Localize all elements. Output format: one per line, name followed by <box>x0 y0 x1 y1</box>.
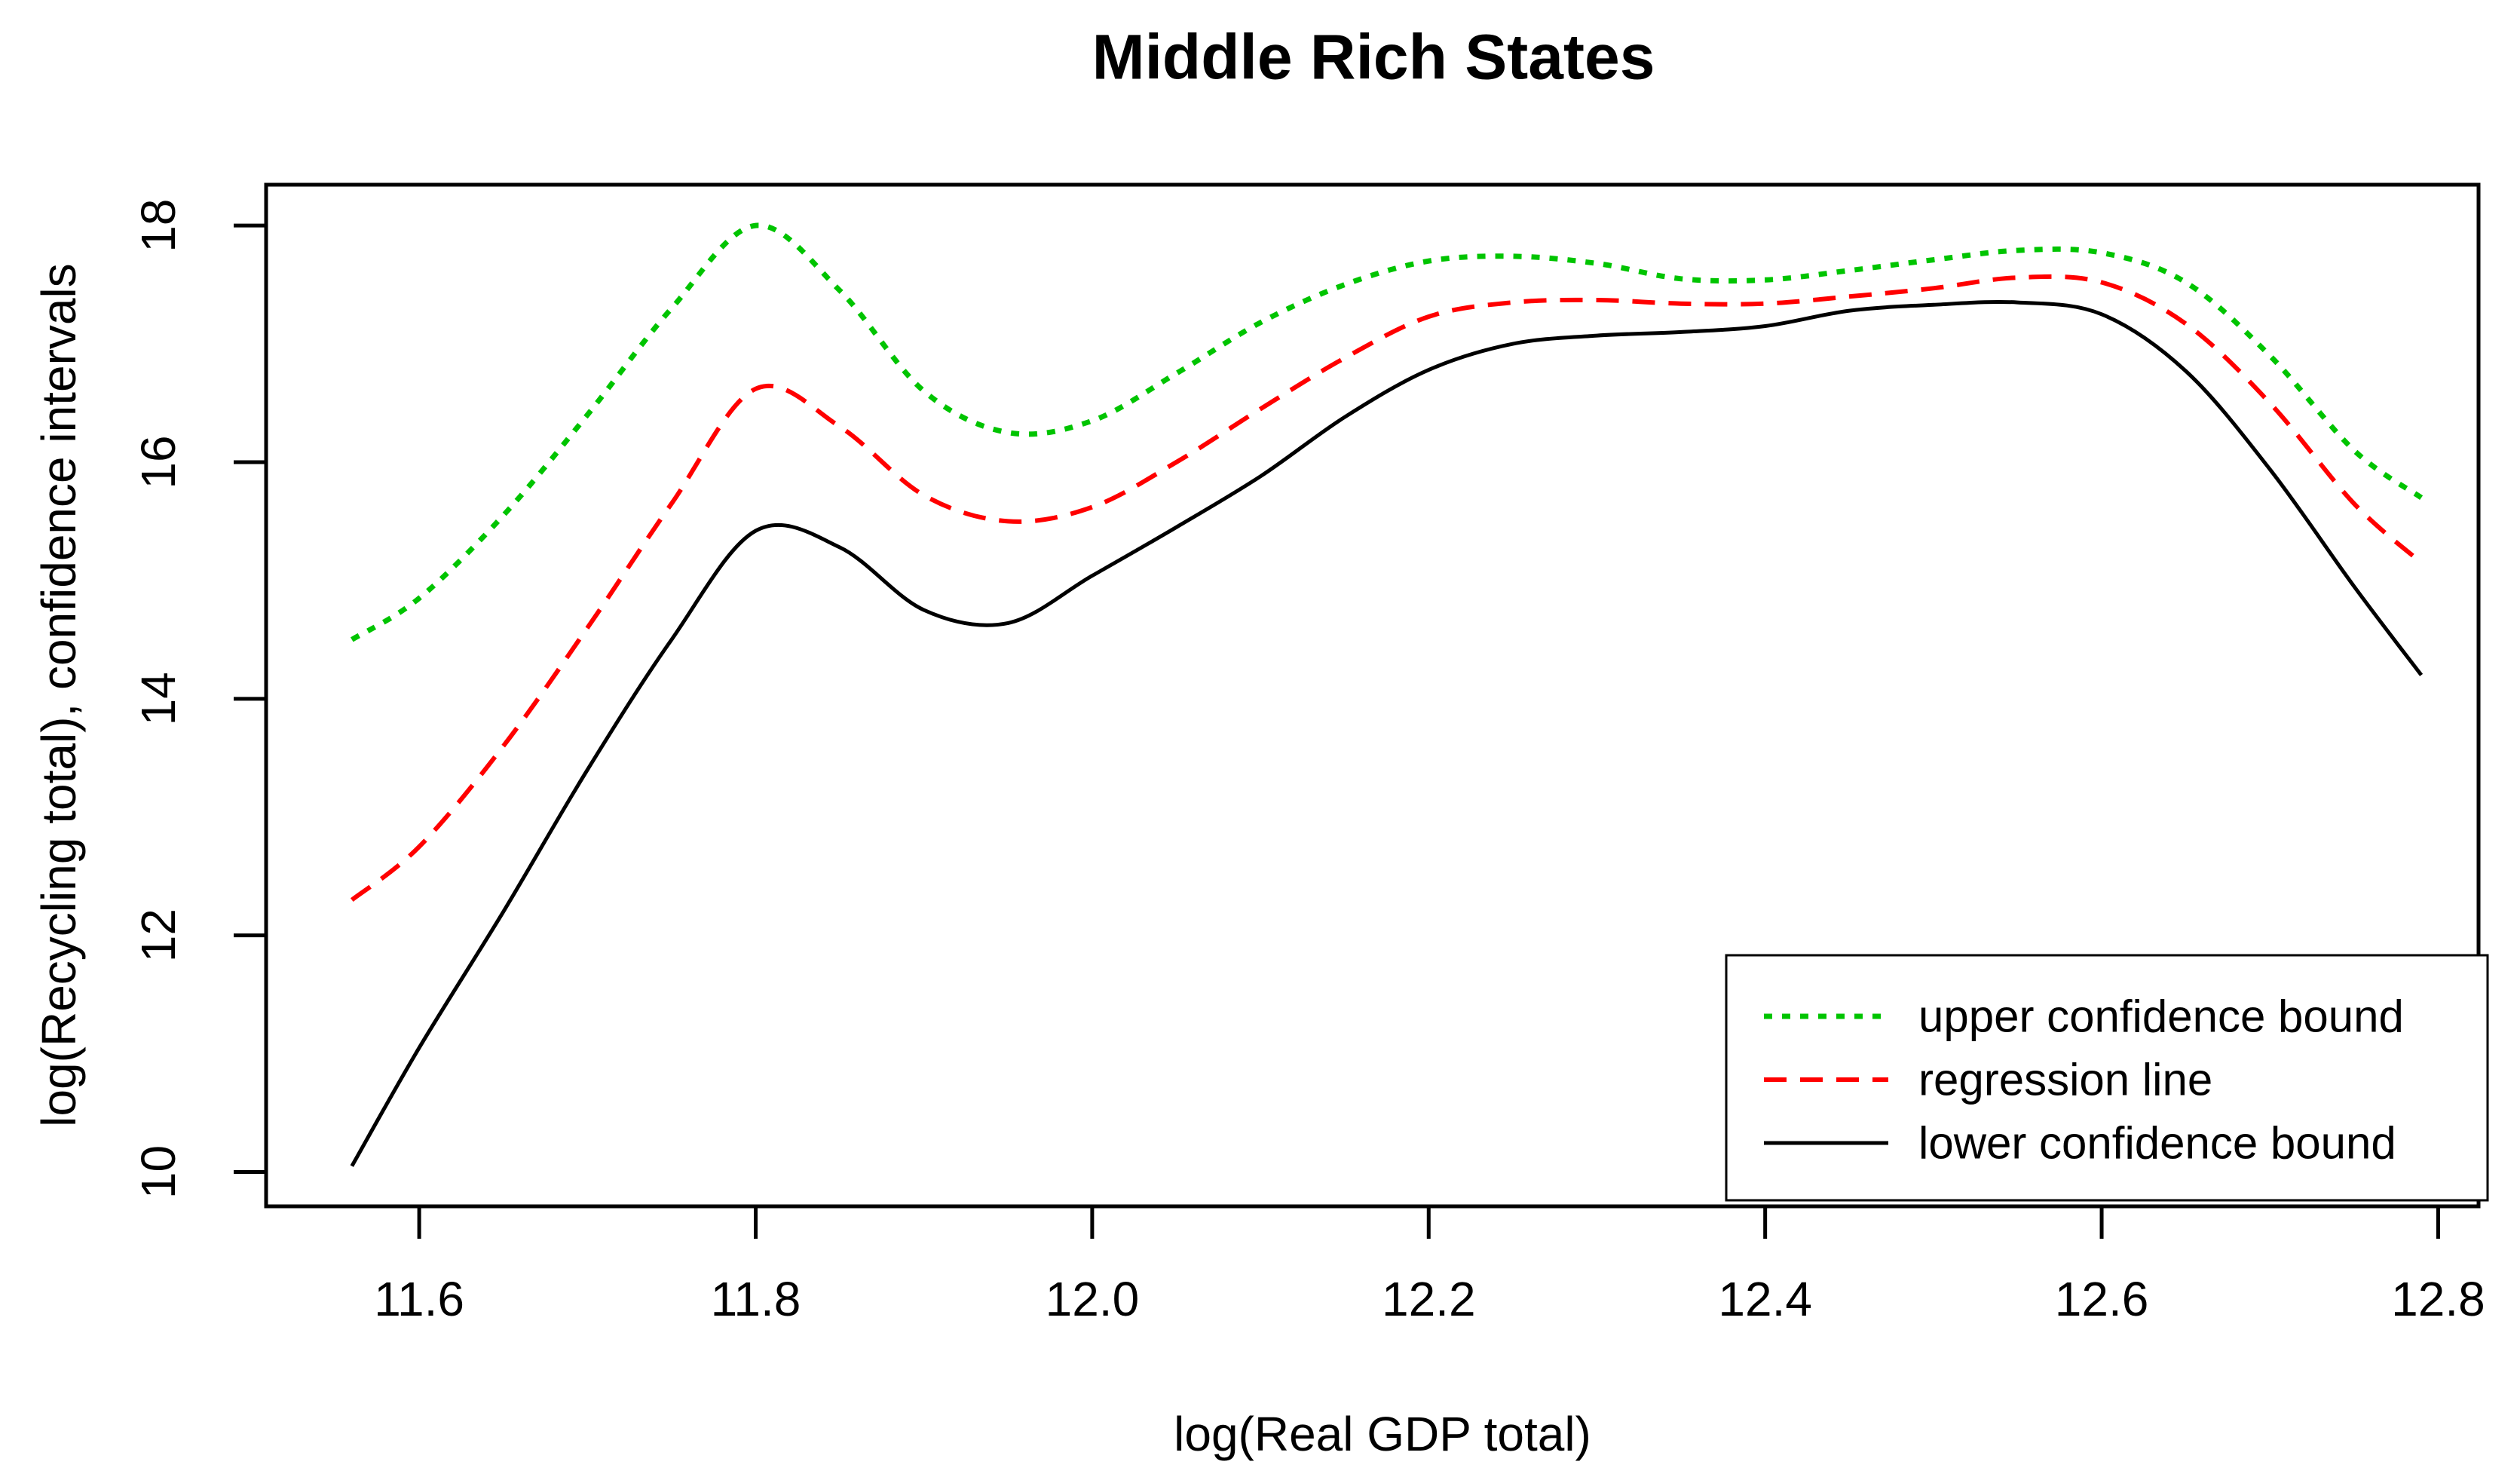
x-tick-label: 12.6 <box>2055 1272 2149 1326</box>
chart-title: Middle Rich States <box>1092 21 1655 93</box>
y-tick-label: 10 <box>131 1145 185 1199</box>
series-dashed-line <box>350 274 2424 902</box>
x-tick-label: 12.4 <box>1718 1272 1812 1326</box>
series-dotted-line <box>350 222 2424 642</box>
legend-item-label: regression line <box>1918 1055 2212 1105</box>
x-tick-label: 12.0 <box>1046 1272 1140 1326</box>
series-solid-line <box>350 299 2424 1167</box>
x-tick-label: 12.8 <box>2391 1272 2485 1326</box>
y-tick-label: 18 <box>131 199 185 253</box>
x-axis-title: log(Real GDP total) <box>1174 1407 1591 1461</box>
x-tick-label: 11.8 <box>711 1272 801 1326</box>
y-tick-label: 14 <box>131 672 185 725</box>
legend-item-label: lower confidence bound <box>1918 1118 2396 1169</box>
legend-item-label: upper confidence bound <box>1918 991 2404 1042</box>
y-tick-label: 16 <box>131 435 185 489</box>
plot-border <box>264 182 2481 1209</box>
x-tick-label: 12.2 <box>1382 1272 1476 1326</box>
x-tick-label: 11.6 <box>374 1272 464 1326</box>
y-tick-label: 12 <box>131 909 185 962</box>
